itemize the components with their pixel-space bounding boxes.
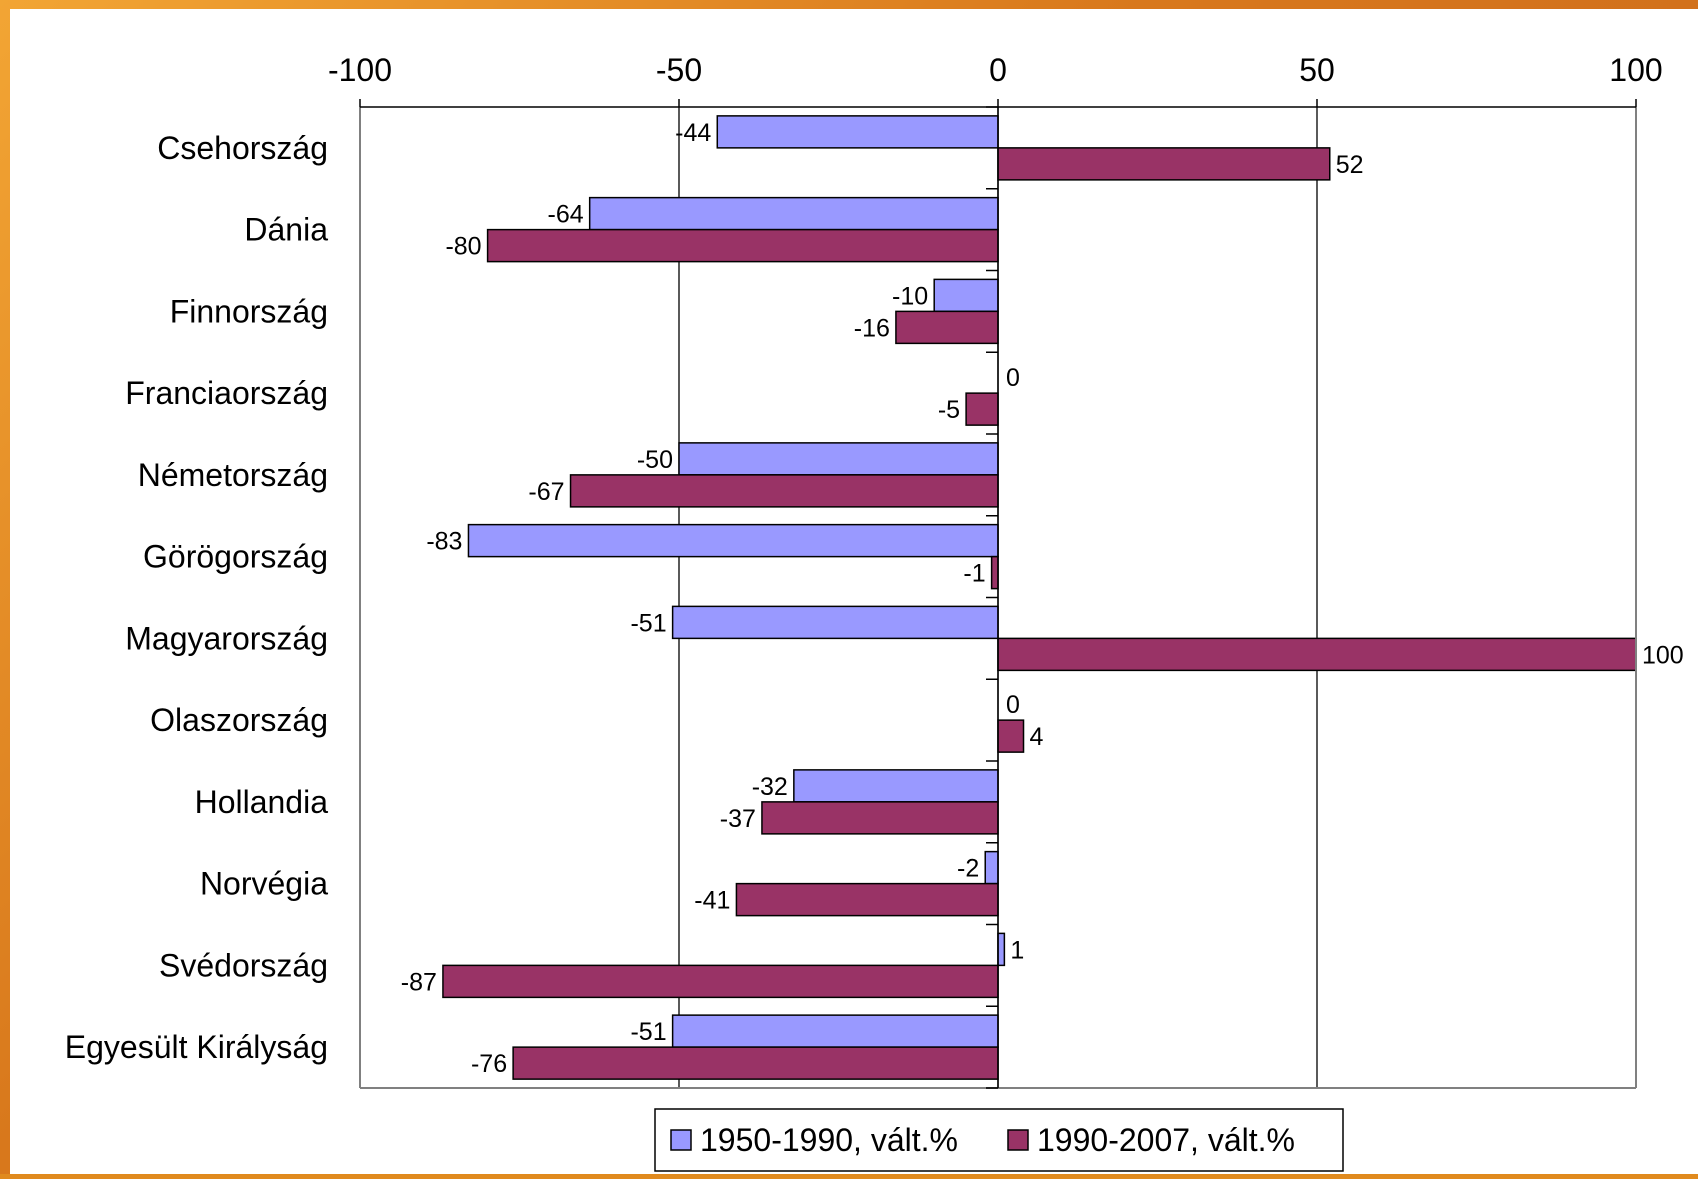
x-tick-label: 0 bbox=[989, 52, 1007, 88]
bar-s2 bbox=[569, 474, 999, 508]
data-label-s2: -37 bbox=[720, 805, 756, 833]
data-label-s2: -1 bbox=[963, 560, 985, 588]
category-label: Hollandia bbox=[195, 784, 329, 820]
legend-swatch bbox=[670, 1129, 692, 1151]
bar-s1 bbox=[933, 278, 999, 313]
data-label-s1: 1 bbox=[1010, 936, 1024, 964]
data-label-s2: 4 bbox=[1030, 723, 1044, 751]
bar-s2 bbox=[990, 555, 999, 590]
category-label: Svédország bbox=[159, 947, 328, 983]
category-label: Olaszország bbox=[150, 702, 328, 738]
bar-s2 bbox=[997, 147, 1331, 181]
bar-s1 bbox=[716, 115, 999, 149]
data-label-s1: -10 bbox=[892, 282, 928, 310]
bar-s2 bbox=[895, 310, 999, 345]
bar-s2 bbox=[997, 637, 1637, 672]
data-label-s2: -87 bbox=[401, 968, 437, 996]
x-tick-label: -50 bbox=[656, 52, 702, 88]
data-label-s2: -5 bbox=[938, 396, 960, 424]
data-label-s2: -41 bbox=[694, 887, 730, 915]
bar-chart: -100 -50 0 50 100 CsehországDániaFinnországF… bbox=[65, 52, 1684, 1172]
bar-s2 bbox=[512, 1046, 999, 1080]
bar-s1 bbox=[984, 850, 999, 885]
x-tick-label: 50 bbox=[1299, 52, 1335, 88]
bar-s2 bbox=[442, 964, 999, 999]
legend-label: 1950-1990, vált.% bbox=[700, 1122, 958, 1158]
bar-s2 bbox=[486, 228, 999, 263]
legend: 1950-1990, vált.% 1990-2007, vált.% bbox=[654, 1108, 1344, 1172]
data-label-s2: -80 bbox=[445, 233, 481, 261]
category-label: Görögország bbox=[143, 539, 328, 575]
data-label-s1: -64 bbox=[548, 201, 584, 229]
bar-s2 bbox=[761, 801, 999, 835]
data-label-s1: -83 bbox=[426, 528, 462, 556]
data-label-s1: -44 bbox=[675, 119, 711, 147]
data-label-s1: 0 bbox=[1006, 691, 1020, 719]
chart-panel: -100 -50 0 50 100 Csehország Dánia Finnország F… bbox=[10, 9, 1698, 1174]
data-label-s2: -76 bbox=[471, 1050, 507, 1078]
category-label: Finnország bbox=[170, 293, 328, 329]
data-label-s2: -16 bbox=[854, 314, 890, 342]
category-label: Magyarország bbox=[125, 620, 328, 656]
data-label-s2: -67 bbox=[528, 478, 564, 506]
bar-s1 bbox=[671, 605, 999, 640]
bar-s2 bbox=[997, 719, 1025, 753]
category-label: Egyesült Királyság bbox=[65, 1029, 328, 1065]
bars bbox=[442, 115, 1637, 1080]
x-tick-label: -100 bbox=[328, 52, 392, 88]
data-label-s2: 52 bbox=[1336, 151, 1364, 179]
labels: Csehország Dánia Finnország Franciaország Né… bbox=[65, 119, 1684, 1078]
category-label: Németország bbox=[138, 457, 328, 493]
data-label-s1: -2 bbox=[957, 855, 979, 883]
axes: -100 -50 0 50 100 bbox=[328, 52, 1663, 1089]
data-label-s1: -50 bbox=[637, 446, 673, 474]
category-label: Csehország bbox=[157, 130, 328, 166]
bar-s1 bbox=[793, 769, 999, 803]
x-tick-label: 100 bbox=[1609, 52, 1662, 88]
data-label-s1: -51 bbox=[630, 1018, 666, 1046]
bar-s1 bbox=[997, 932, 1006, 967]
data-label-s1: -51 bbox=[630, 609, 666, 637]
category-label: Norvégia bbox=[200, 866, 328, 902]
data-label-s1: 0 bbox=[1006, 364, 1020, 392]
legend-label: 1990-2007, vált.% bbox=[1037, 1122, 1295, 1158]
legend-swatch bbox=[1007, 1129, 1029, 1151]
data-label-s1: -32 bbox=[752, 773, 788, 801]
data-label-s2: 100 bbox=[1642, 641, 1684, 669]
bar-s2 bbox=[735, 882, 999, 917]
category-label: Franciaország bbox=[125, 375, 328, 411]
bar-s1 bbox=[678, 442, 999, 476]
bar-s1 bbox=[671, 1014, 999, 1048]
bar-s1 bbox=[588, 196, 999, 231]
bar-s2 bbox=[965, 392, 999, 426]
legend-box bbox=[654, 1108, 1344, 1172]
category-label: Dánia bbox=[244, 212, 328, 248]
bar-s1 bbox=[467, 523, 999, 558]
